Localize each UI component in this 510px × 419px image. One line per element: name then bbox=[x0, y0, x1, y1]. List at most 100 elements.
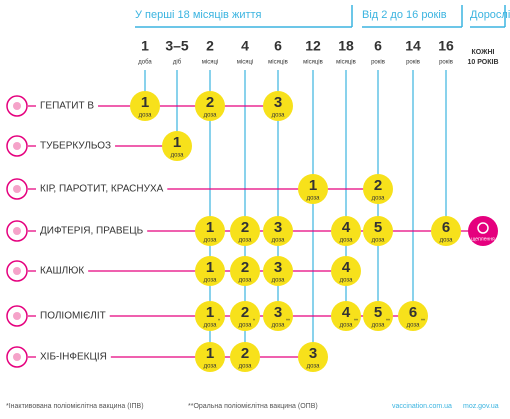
column-value: 6 bbox=[274, 38, 282, 54]
group-title: Від 2 до 16 років bbox=[362, 9, 447, 21]
column-unit: доба bbox=[138, 60, 152, 66]
column-value: КОЖНІ bbox=[472, 49, 495, 56]
dose-unit: доза bbox=[204, 278, 218, 284]
dose-unit: доза bbox=[239, 323, 253, 329]
dose-number: 2 bbox=[241, 304, 249, 321]
dose-unit: доза bbox=[307, 364, 321, 370]
dose-number: 5 bbox=[374, 219, 382, 236]
dose-unit: доза bbox=[440, 238, 454, 244]
dose bbox=[331, 301, 361, 331]
column-unit: місяців bbox=[336, 60, 356, 66]
row-label-bg bbox=[36, 139, 116, 153]
column-value: 18 bbox=[338, 38, 354, 54]
dose-note: ** bbox=[354, 318, 358, 324]
column-unit: років bbox=[371, 60, 385, 66]
dose-number: 1 bbox=[173, 134, 181, 151]
dose bbox=[298, 174, 328, 204]
dose-unit: доза bbox=[204, 364, 218, 370]
column-unit: місяці bbox=[237, 60, 253, 66]
row-label: ДИФТЕРІЯ, ПРАВЕЦЬ bbox=[40, 226, 144, 237]
dose bbox=[230, 216, 260, 246]
dose-unit: доза bbox=[340, 238, 354, 244]
row-label: ПОЛІОМІЄЛІТ bbox=[40, 311, 106, 322]
column-unit: 10 РОКІВ bbox=[467, 59, 498, 66]
row-label-bg bbox=[36, 224, 148, 238]
column-value: 1 bbox=[141, 38, 149, 54]
disease-icon-core bbox=[13, 353, 21, 361]
dose bbox=[263, 256, 293, 286]
dose bbox=[331, 256, 361, 286]
adult-dose-ring bbox=[477, 222, 489, 234]
row-label: ГЕПАТИТ В bbox=[40, 101, 94, 112]
dose-number: 2 bbox=[241, 219, 249, 236]
dose bbox=[230, 256, 260, 286]
row-label-bg bbox=[36, 182, 168, 196]
dose bbox=[363, 301, 393, 331]
disease-icon-core bbox=[13, 312, 21, 320]
dose-unit: доза bbox=[239, 278, 253, 284]
dose bbox=[398, 301, 428, 331]
dose bbox=[331, 216, 361, 246]
dose bbox=[263, 301, 293, 331]
row-label: ХІБ-ІНФЕКЦІЯ bbox=[40, 352, 107, 363]
dose-unit: доза bbox=[272, 113, 286, 119]
dose bbox=[195, 91, 225, 121]
dose-unit: доза bbox=[407, 323, 421, 329]
row-label: КАШЛЮК bbox=[40, 266, 84, 277]
dose-number: 5 bbox=[374, 304, 382, 321]
dose-unit: доза bbox=[372, 196, 386, 202]
disease-icon-core bbox=[13, 142, 21, 150]
column-unit: діб bbox=[173, 60, 182, 66]
dose-number: 1 bbox=[141, 94, 149, 111]
dose bbox=[195, 256, 225, 286]
row-label-bg bbox=[36, 309, 110, 323]
dose bbox=[363, 216, 393, 246]
dose-unit: доза bbox=[239, 364, 253, 370]
dose bbox=[363, 174, 393, 204]
dose-number: 1 bbox=[309, 177, 317, 194]
column-value: 4 bbox=[241, 38, 249, 54]
footer-note: *Інактивована поліомієлітна вакцина (ІПВ… bbox=[6, 402, 144, 410]
dose-number: 1 bbox=[206, 259, 214, 276]
dose-unit: щеплення bbox=[471, 236, 495, 242]
column-value: 12 bbox=[305, 38, 321, 54]
row-label: ТУБЕРКУЛЬОЗ bbox=[40, 141, 111, 152]
dose bbox=[162, 131, 192, 161]
column-unit: років bbox=[439, 60, 453, 66]
dose-unit: доза bbox=[340, 323, 354, 329]
dose-unit: доза bbox=[372, 323, 386, 329]
dose-number: 3 bbox=[274, 219, 282, 236]
dose-number: 6 bbox=[442, 219, 450, 236]
footer-link: vaccination.com.ua bbox=[392, 403, 452, 410]
dose-unit: доза bbox=[171, 153, 185, 159]
dose bbox=[195, 342, 225, 372]
dose-number: 6 bbox=[409, 304, 417, 321]
dose-number: 1 bbox=[206, 345, 214, 362]
dose-number: 3 bbox=[309, 345, 317, 362]
dose-number: 1 bbox=[206, 219, 214, 236]
dose-unit: доза bbox=[340, 278, 354, 284]
dose bbox=[230, 301, 260, 331]
row-label-bg bbox=[36, 264, 89, 278]
dose-number: 2 bbox=[241, 259, 249, 276]
dose-unit: доза bbox=[272, 238, 286, 244]
disease-icon-core bbox=[13, 185, 21, 193]
dose-number: 2 bbox=[374, 177, 382, 194]
dose-number: 2 bbox=[206, 94, 214, 111]
disease-icon-core bbox=[13, 227, 21, 235]
dose-unit: доза bbox=[204, 323, 218, 329]
dose bbox=[195, 216, 225, 246]
column-unit: місяців bbox=[268, 60, 288, 66]
dose-number: 3 bbox=[274, 94, 282, 111]
dose-unit: доза bbox=[372, 238, 386, 244]
dose bbox=[195, 301, 225, 331]
footer-link: moz.gov.ua bbox=[463, 403, 499, 410]
column-value: 6 bbox=[374, 38, 382, 54]
dose-unit: доза bbox=[307, 196, 321, 202]
dose-note: * bbox=[253, 318, 255, 324]
disease-icon-core bbox=[13, 267, 21, 275]
dose-unit: доза bbox=[239, 238, 253, 244]
dose bbox=[230, 342, 260, 372]
dose-unit: доза bbox=[272, 278, 286, 284]
